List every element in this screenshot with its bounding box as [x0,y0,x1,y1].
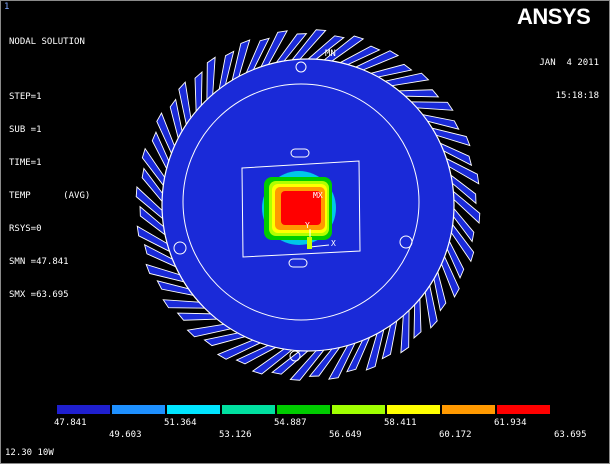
legend-swatch [496,404,551,415]
legend-swatch [56,404,111,415]
info-line-time: TIME=1 [9,158,42,168]
mount-hole-left [173,241,187,255]
contour-band-red [281,191,321,225]
legend-label-top: 47.841 [54,418,87,428]
legend-label-bottom: 56.649 [329,430,362,440]
legend-swatch [441,404,496,415]
mount-hole-bottom [289,350,301,362]
info-line-smn: SMN =47.841 [9,257,69,267]
triad-x-label: X [331,239,336,248]
legend-swatch [386,404,441,415]
window-number: 1 [4,2,10,12]
triad-y-label: Y [305,221,310,230]
legend-label-top: 61.934 [494,418,527,428]
mount-hole-right [399,235,413,249]
time-text: 15:18:18 [555,91,599,101]
date-text: JAN 4 2011 [539,58,599,68]
info-line-smx: SMX =63.695 [9,290,69,300]
legend-swatch [276,404,331,415]
result-info-panel: NODAL SOLUTION STEP=1 SUB =1 TIME=1 TEMP… [9,15,90,323]
legend-label-top: 54.887 [274,418,307,428]
legend-label-bottom: 63.695 [554,430,587,440]
triad-origin-marker [307,237,312,249]
info-line-sub: SUB =1 [9,125,42,135]
legend-swatch [111,404,166,415]
heatsink-fins [135,29,481,381]
info-line-title: NODAL SOLUTION [9,37,85,47]
info-line-step: STEP=1 [9,92,42,102]
min-marker-label: MN [325,49,336,59]
footer-caption: 12.30 10W [5,448,54,458]
max-marker-label: MX [313,191,323,200]
info-line-temp: TEMP (AVG) [9,191,91,201]
legend-swatch [331,404,386,415]
triad-x-axis [309,244,330,248]
legend-swatch [221,404,276,415]
svg-text:ANSYS: ANSYS [517,4,590,28]
ansys-logo: ANSYS [517,4,591,28]
heatsink-contour-plot[interactable]: Y X MX [1,1,610,401]
mount-slot-bottom [288,258,308,268]
mount-hole-top [295,61,307,73]
legend-label-bottom: 60.172 [439,430,472,440]
legend-label-top: 58.411 [384,418,417,428]
mount-slot-top [290,148,310,158]
info-line-rsys: RSYS=0 [9,224,42,234]
legend-label-top: 51.364 [164,418,197,428]
legend-swatch [166,404,221,415]
datetime-stamp: JAN 4 2011 15:18:18 [539,36,599,124]
legend-label-bottom: 53.126 [219,430,252,440]
legend-label-bottom: 49.603 [109,430,142,440]
